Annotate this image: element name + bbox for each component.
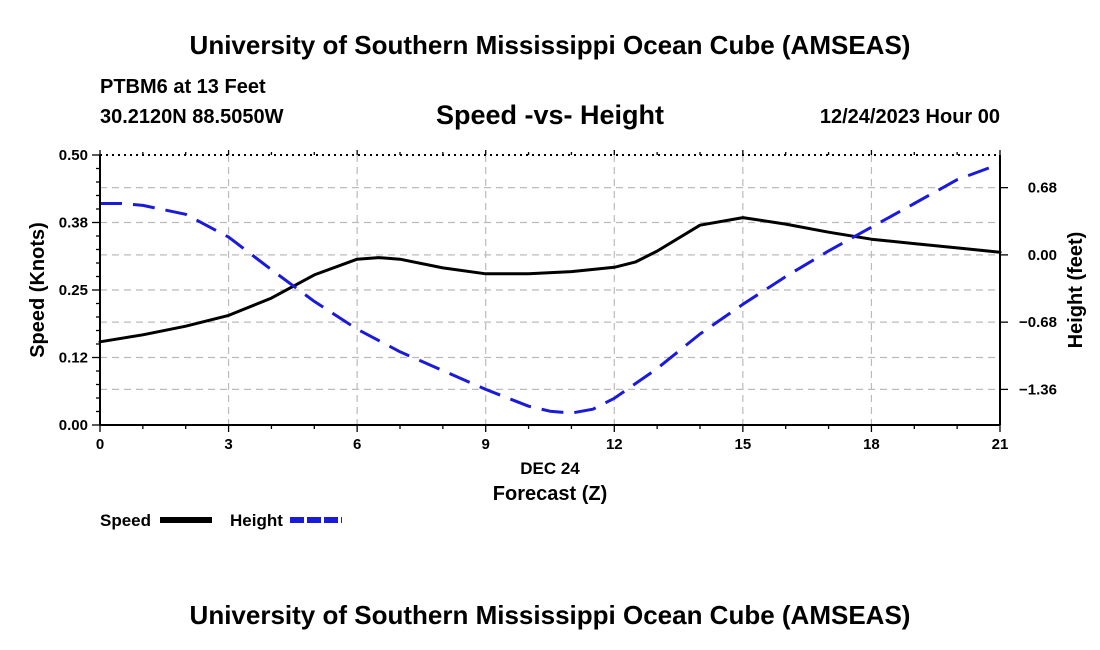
y-tick-label: 0.00 bbox=[59, 417, 88, 434]
tick-labels: 0 3 6 9 12 15 18 21 0.00 0.12 0.25 0.38 0.50 0.68 0.00… bbox=[27, 147, 1087, 505]
x-tick-label: 9 bbox=[482, 436, 490, 453]
date-label: 12/24/2023 Hour 00 bbox=[819, 106, 1000, 128]
y2-tick-label: −1.36 bbox=[1019, 381, 1057, 398]
series-line-speed bbox=[98, 216, 1002, 344]
grid-lines bbox=[100, 155, 1000, 425]
y-tick-label: 0.50 bbox=[59, 147, 88, 164]
legend-label-height: Height bbox=[230, 511, 283, 530]
station-label: PTBM6 at 13 Feet bbox=[100, 76, 266, 98]
y-tick-label: 0.25 bbox=[59, 282, 88, 299]
axes bbox=[92, 150, 1008, 432]
x-tick-label: 21 bbox=[992, 436, 1009, 453]
y-tick-label: 0.12 bbox=[59, 350, 88, 367]
x-tick-label: 6 bbox=[353, 436, 361, 453]
legend-label-speed: Speed bbox=[100, 511, 151, 530]
legend: Speed Height bbox=[100, 511, 342, 530]
footer-title: University of Southern Mississippi Ocean… bbox=[189, 600, 911, 630]
x-axis-label: Forecast (Z) bbox=[493, 483, 607, 505]
y2-tick-label: −0.68 bbox=[1019, 314, 1057, 331]
x-tick-label: 3 bbox=[224, 436, 232, 453]
x-tick-label: 15 bbox=[735, 436, 752, 453]
y-axis-label: Speed (Knots) bbox=[27, 222, 49, 358]
y2-axis-label: Height (feet) bbox=[1065, 232, 1087, 349]
chart-title: University of Southern Mississippi Ocean… bbox=[189, 30, 911, 60]
y2-tick-label: 0.68 bbox=[1028, 180, 1057, 197]
coordinates-label: 30.2120N 88.5050W bbox=[100, 106, 284, 128]
series-line-height bbox=[100, 162, 1001, 415]
y-tick-label: 0.38 bbox=[59, 215, 88, 232]
y2-tick-label: 0.00 bbox=[1028, 247, 1057, 264]
x-axis-sublabel: DEC 24 bbox=[520, 459, 580, 478]
series-lines bbox=[98, 162, 1002, 415]
x-tick-label: 18 bbox=[863, 436, 880, 453]
x-tick-label: 0 bbox=[96, 436, 104, 453]
x-tick-label: 12 bbox=[606, 436, 623, 453]
chart-subtitle: Speed -vs- Height bbox=[435, 100, 665, 130]
